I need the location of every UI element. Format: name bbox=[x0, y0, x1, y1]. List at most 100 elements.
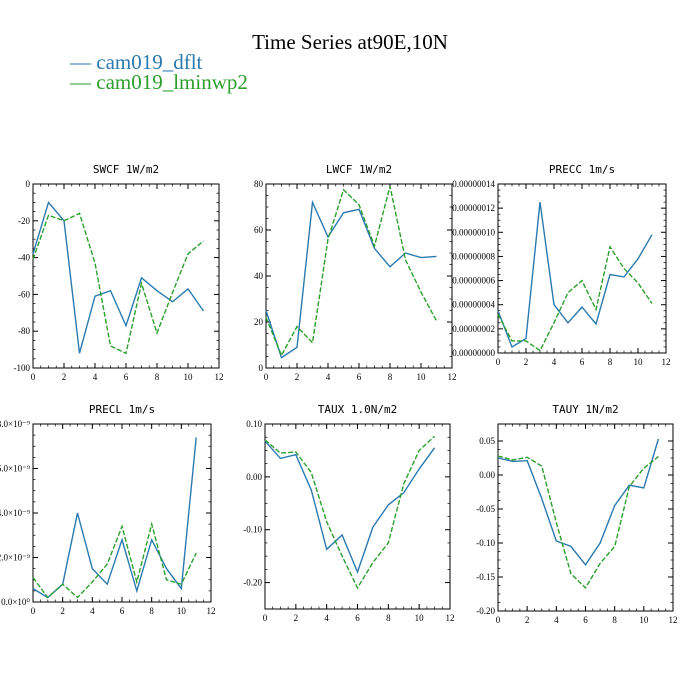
x-tick-label: 12 bbox=[446, 613, 455, 623]
plot-frame bbox=[497, 183, 667, 354]
panel-title: PRECC 1m/s bbox=[549, 163, 615, 176]
series-line-cam019_lminwp2 bbox=[265, 186, 438, 358]
x-tick-label: 8 bbox=[388, 372, 393, 382]
series-line-cam019_dflt bbox=[32, 200, 205, 354]
series-line-cam019_dflt bbox=[497, 202, 653, 349]
y-tick-label: -60 bbox=[18, 289, 30, 299]
y-tick-label: 2.0×10⁻⁹ bbox=[0, 553, 30, 563]
x-tick-label: 2 bbox=[525, 615, 530, 625]
x-tick-label: 10 bbox=[177, 606, 187, 616]
x-tick-label: 6 bbox=[124, 372, 129, 382]
panel-title: TAUX 1.0N/m2 bbox=[318, 403, 397, 416]
x-tick-label: 4 bbox=[554, 615, 559, 625]
x-tick-label: 10 bbox=[184, 372, 194, 382]
x-tick-label: 2 bbox=[294, 613, 299, 623]
plot-frame bbox=[32, 183, 220, 369]
y-tick-label: -20 bbox=[18, 216, 30, 226]
x-tick-label: 0 bbox=[496, 357, 501, 367]
y-tick-label: 6.0×10⁻⁹ bbox=[0, 464, 30, 474]
y-tick-label: 0.00000004 bbox=[452, 300, 495, 310]
legend-entry-dflt: — cam019_dflt bbox=[69, 50, 203, 74]
x-tick-label: 10 bbox=[639, 615, 649, 625]
y-tick-label: 0.00000006 bbox=[452, 276, 495, 286]
x-tick-label: 12 bbox=[669, 615, 678, 625]
x-tick-label: 2 bbox=[524, 357, 529, 367]
x-tick-label: 6 bbox=[120, 606, 125, 616]
y-tick-label: -100 bbox=[14, 363, 31, 373]
x-tick-label: 10 bbox=[417, 372, 427, 382]
x-tick-label: 6 bbox=[580, 357, 585, 367]
x-tick-label: 4 bbox=[324, 613, 329, 623]
panel-title: LWCF 1W/m2 bbox=[326, 163, 392, 176]
x-tick-label: 12 bbox=[448, 372, 457, 382]
x-tick-label: 2 bbox=[60, 606, 65, 616]
x-tick-label: 0 bbox=[31, 606, 36, 616]
panel-1: SWCF 1W/m2 0 2 4 6 8 10 12 0 -20 -40 -60 -80 -100 bbox=[14, 163, 224, 382]
x-tick-label: 2 bbox=[295, 372, 300, 382]
x-tick-label: 6 bbox=[357, 372, 362, 382]
y-tick-label: -0.10 bbox=[243, 525, 262, 535]
panel-title: SWCF 1W/m2 bbox=[93, 163, 159, 176]
y-tick-label: -0.20 bbox=[476, 606, 495, 616]
y-tick-label: 0.00000002 bbox=[452, 324, 495, 334]
x-tick-label: 0 bbox=[31, 372, 36, 382]
y-tick-label: 8.0×10⁻⁹ bbox=[0, 419, 30, 429]
y-tick-label: 80 bbox=[254, 179, 264, 189]
y-tick-label: 0 bbox=[26, 179, 31, 189]
series-line-cam019_dflt bbox=[265, 199, 437, 359]
x-tick-label: 12 bbox=[207, 606, 216, 616]
x-tick-label: 4 bbox=[552, 357, 557, 367]
y-tick-label: 60 bbox=[254, 225, 264, 235]
x-tick-label: 4 bbox=[93, 372, 98, 382]
x-tick-label: 6 bbox=[583, 615, 588, 625]
panel-6: TAUY 1N/m2 0 2 4 6 8 10 12 0.05 0.00 -0.05 -0.10 -0.… bbox=[476, 403, 677, 625]
panel-2: LWCF 1W/m2 0 2 4 6 8 10 12 0 20 40 60 80 bbox=[254, 163, 457, 382]
y-tick-label: 4.0×10⁻⁹ bbox=[0, 508, 30, 518]
y-tick-label: 0.00000012 bbox=[452, 203, 495, 213]
x-tick-label: 6 bbox=[355, 613, 360, 623]
series-line-cam019_lminwp2 bbox=[32, 212, 204, 355]
legend-entry-lminwp2: — cam019_lminwp2 bbox=[69, 70, 248, 94]
y-tick-label: 0.05 bbox=[479, 436, 495, 446]
x-tick-label: 8 bbox=[612, 615, 617, 625]
y-tick-label: 0.10 bbox=[246, 419, 262, 429]
y-tick-label: -80 bbox=[18, 326, 30, 336]
panel-grid: SWCF 1W/m2 0 2 4 6 8 10 12 0 -20 -40 -60 -80 -100 LWCF… bbox=[0, 163, 678, 625]
series-line-cam019_lminwp2 bbox=[32, 521, 197, 599]
panel-title: PRECL 1m/s bbox=[89, 403, 155, 416]
series-line-cam019_dflt bbox=[32, 437, 197, 599]
series-line-cam019_dflt bbox=[497, 438, 660, 566]
panel-3: PRECC 1m/s 0 2 4 6 8 10 12 0.00000000 0.00000002 0… bbox=[452, 163, 670, 367]
plot-frame bbox=[265, 183, 453, 369]
x-tick-label: 4 bbox=[90, 606, 95, 616]
x-tick-label: 8 bbox=[155, 372, 160, 382]
y-tick-label: -0.10 bbox=[476, 538, 495, 548]
x-tick-label: 8 bbox=[149, 606, 154, 616]
x-tick-label: 0 bbox=[496, 615, 501, 625]
x-tick-label: 12 bbox=[662, 357, 671, 367]
x-tick-label: 0 bbox=[263, 613, 268, 623]
series-line-cam019_dflt bbox=[264, 440, 436, 574]
panel-title: TAUY 1N/m2 bbox=[552, 403, 618, 416]
series-line-cam019_lminwp2 bbox=[497, 245, 653, 352]
y-tick-label: -0.15 bbox=[476, 572, 495, 582]
x-tick-label: 0 bbox=[264, 372, 269, 382]
y-tick-label: 0.00000008 bbox=[452, 251, 495, 261]
y-tick-label: 0.0×10⁰ bbox=[1, 597, 30, 607]
y-tick-label: 0.00 bbox=[246, 472, 262, 482]
y-tick-label: 0 bbox=[259, 363, 264, 373]
figure-title: Time Series at90E,10N bbox=[252, 30, 448, 54]
x-tick-label: 12 bbox=[215, 372, 224, 382]
y-tick-label: 0.00 bbox=[479, 470, 495, 480]
x-tick-label: 10 bbox=[634, 357, 644, 367]
plot-frame bbox=[32, 423, 212, 603]
y-tick-label: 20 bbox=[254, 317, 264, 327]
plot-frame bbox=[497, 423, 674, 612]
x-tick-label: 2 bbox=[62, 372, 67, 382]
y-tick-label: 0.00000000 bbox=[452, 348, 495, 358]
y-tick-label: -0.05 bbox=[476, 504, 495, 514]
x-tick-label: 4 bbox=[326, 372, 331, 382]
series-line-cam019_lminwp2 bbox=[497, 455, 659, 590]
y-tick-label: -0.20 bbox=[243, 578, 262, 588]
